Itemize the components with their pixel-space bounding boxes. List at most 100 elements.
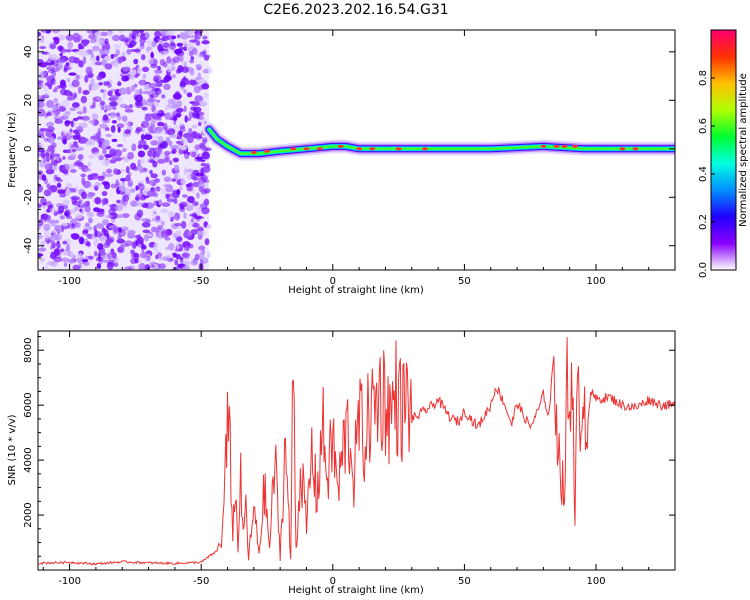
noise-blob xyxy=(60,83,67,89)
noise-blob xyxy=(42,202,47,206)
noise-blob xyxy=(46,148,52,152)
noise-blob xyxy=(132,252,140,261)
noise-blob xyxy=(146,255,151,262)
colorbar-tick-label: 0.4 xyxy=(698,166,709,182)
snr-y-tick-label: 8000 xyxy=(23,338,34,363)
noise-blob xyxy=(135,185,139,191)
noise-blob xyxy=(102,147,107,155)
noise-blob xyxy=(201,40,210,45)
noise-blob xyxy=(73,37,81,43)
noise-blob xyxy=(180,86,185,91)
noise-blob xyxy=(81,191,87,200)
noise-blob xyxy=(98,141,102,148)
noise-blob xyxy=(157,121,165,127)
noise-blob xyxy=(110,53,119,57)
noise-blob xyxy=(76,107,81,111)
noise-blob xyxy=(191,48,198,56)
noise-blob xyxy=(69,92,73,97)
snr-x-tick-label: 50 xyxy=(458,576,471,587)
ridge-peak xyxy=(571,144,578,148)
noise-blob xyxy=(93,151,102,158)
noise-blob xyxy=(55,176,61,181)
noise-blob xyxy=(124,129,131,135)
noise-blob xyxy=(110,95,119,100)
noise-blob xyxy=(94,250,98,257)
noise-blob xyxy=(179,201,188,208)
noise-blob xyxy=(84,168,92,172)
noise-blob xyxy=(134,258,139,264)
noise-blob xyxy=(127,44,134,49)
spectrogram-x-tick-label: -100 xyxy=(58,276,81,287)
noise-blob xyxy=(78,237,85,245)
noise-blob xyxy=(44,30,52,34)
noise-blob xyxy=(163,176,172,183)
noise-blob xyxy=(111,252,117,259)
noise-blob xyxy=(134,235,140,239)
noise-blob xyxy=(161,94,166,99)
noise-blob xyxy=(181,220,187,229)
noise-blob xyxy=(113,43,121,50)
noise-blob xyxy=(121,115,128,122)
noise-blob xyxy=(176,42,184,47)
noise-blob xyxy=(105,133,112,138)
noise-blob xyxy=(157,158,166,164)
noise-blob xyxy=(174,125,179,131)
noise-blob xyxy=(104,38,109,44)
noise-blob xyxy=(185,183,191,188)
noise-blob xyxy=(56,136,63,140)
noise-blob xyxy=(189,79,197,86)
noise-blob xyxy=(179,257,184,264)
noise-blob xyxy=(204,238,210,246)
noise-blob xyxy=(92,45,100,52)
noise-blob xyxy=(169,160,173,166)
noise-blob xyxy=(188,243,194,249)
noise-blob xyxy=(99,123,108,129)
ridge-peak xyxy=(632,147,639,151)
noise-blob xyxy=(123,156,130,163)
noise-blob xyxy=(54,118,63,124)
noise-blob xyxy=(165,246,169,251)
noise-blob xyxy=(117,81,122,87)
noise-blob xyxy=(164,157,169,162)
noise-blob xyxy=(122,66,130,72)
noise-blob xyxy=(153,200,158,206)
noise-blob xyxy=(161,36,169,42)
noise-blob xyxy=(136,209,144,218)
noise-blob xyxy=(87,161,92,167)
noise-blob xyxy=(168,242,175,251)
noise-blob xyxy=(63,211,70,217)
noise-blob xyxy=(142,144,150,150)
noise-blob xyxy=(49,207,58,214)
noise-blob xyxy=(77,153,84,160)
noise-blob xyxy=(134,94,143,103)
noise-blob xyxy=(82,180,91,189)
noise-blob xyxy=(68,132,74,136)
noise-blob xyxy=(141,32,145,37)
noise-blob xyxy=(45,168,55,175)
noise-blob xyxy=(43,84,48,92)
noise-blob xyxy=(130,200,138,207)
noise-blob xyxy=(82,258,89,263)
noise-blob xyxy=(149,94,154,99)
noise-blob xyxy=(141,54,146,61)
noise-blob xyxy=(38,61,48,68)
noise-blob xyxy=(82,261,90,266)
noise-blob xyxy=(106,168,113,174)
noise-blob xyxy=(174,223,183,227)
noise-blob xyxy=(90,135,97,140)
noise-blob xyxy=(163,83,171,91)
noise-blob xyxy=(72,134,80,141)
noise-blob xyxy=(180,137,188,145)
noise-blob xyxy=(197,234,203,240)
noise-blob xyxy=(69,251,74,259)
figure-title: C2E6.2023.202.16.54.G31 xyxy=(263,2,448,18)
noise-blob xyxy=(191,110,200,118)
noise-blob xyxy=(182,265,190,270)
noise-blob xyxy=(155,233,160,237)
noise-blob xyxy=(46,99,54,108)
noise-blob xyxy=(161,202,171,207)
noise-blob xyxy=(143,167,147,172)
noise-blob xyxy=(39,46,47,50)
noise-blob xyxy=(141,66,150,73)
noise-blob xyxy=(118,30,124,34)
